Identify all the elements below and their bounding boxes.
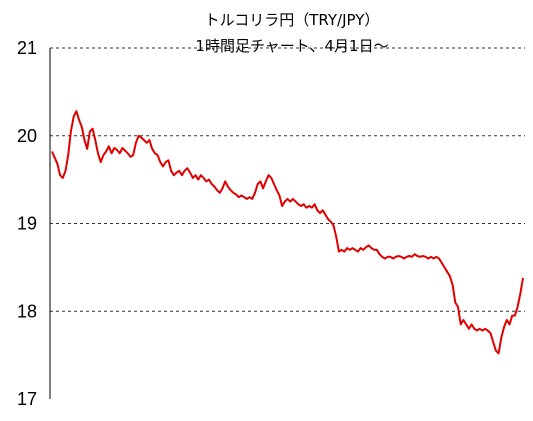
y-tick-label: 18 [17, 301, 37, 321]
series-group [51, 110, 524, 355]
y-tick-label: 20 [17, 126, 37, 146]
chart-subtitle: 1時間足チャート、4月1日～ [195, 37, 388, 55]
gridlines [50, 47, 525, 312]
y-tick-label: 21 [17, 38, 37, 58]
y-tick-label: 19 [17, 214, 37, 234]
y-tick-label: 17 [17, 389, 37, 409]
y-axis-ticks: 21 20 19 18 17 [17, 38, 37, 409]
series-line-0 [51, 110, 524, 355]
chart-title: トルコリラ円（TRY/JPY） [205, 11, 380, 29]
